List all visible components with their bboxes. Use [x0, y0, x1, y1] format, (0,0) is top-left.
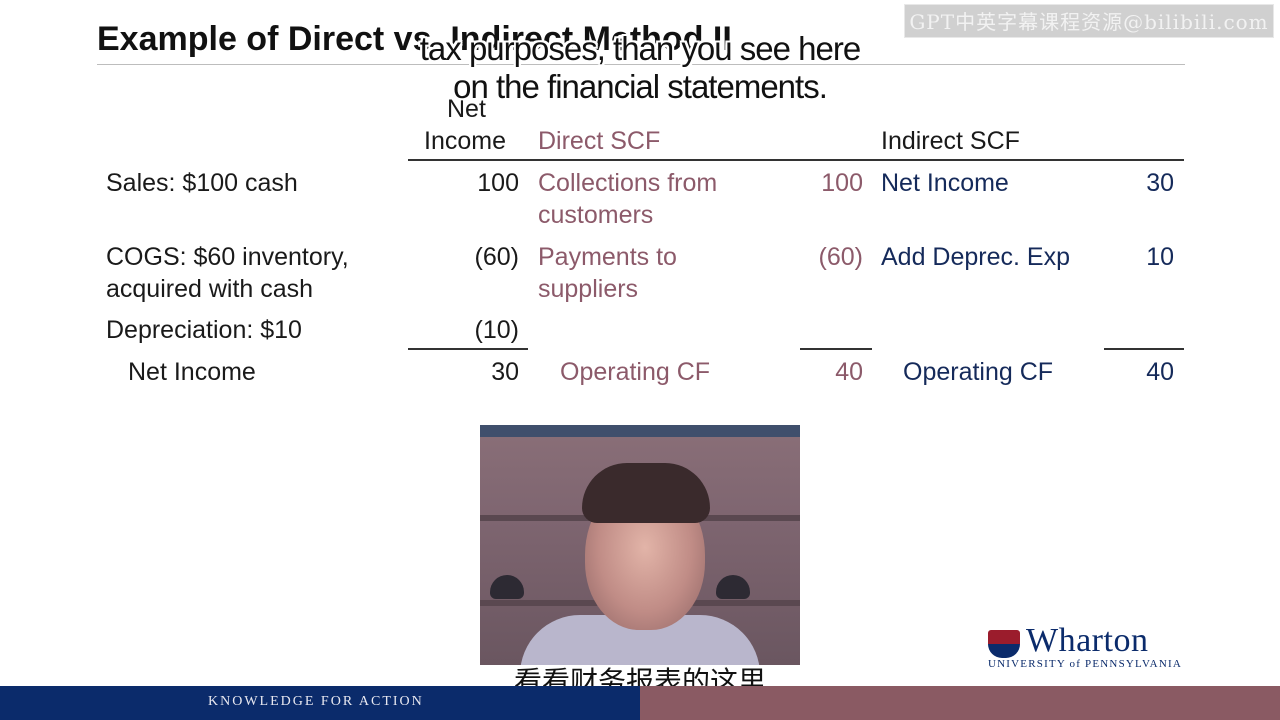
footer-bar-maroon: [640, 686, 1280, 720]
row-indirect-value: 30: [1146, 169, 1174, 197]
logo-subtitle: UNIVERSITY of PENNSYLVANIA: [988, 658, 1182, 670]
bookshelf-top: [480, 425, 800, 437]
title-divider: [97, 64, 1185, 65]
header-net: Net: [447, 95, 486, 123]
row-label: Sales: $100 cash: [106, 169, 298, 197]
row-direct-value: 100: [821, 169, 863, 197]
row-indirect-label: Add Deprec. Exp: [881, 243, 1070, 271]
subtitle-line-1: tax purposes, than you see here: [419, 30, 861, 67]
wharton-logo: Wharton UNIVERSITY of PENNSYLVANIA: [988, 622, 1193, 673]
footer-bar-navy: KNOWLEDGE FOR ACTION: [0, 686, 640, 720]
watermark: GPT中英字幕课程资源@bilibili.com: [904, 4, 1274, 38]
total-label: Net Income: [128, 358, 256, 386]
row-label-cont: acquired with cash: [106, 275, 314, 303]
total-direct-label: Operating CF: [560, 358, 711, 386]
subtitle-line-2: on the financial statements.: [453, 68, 828, 105]
subtotal-rule-net-income: [408, 348, 528, 350]
presenter-hair: [582, 463, 710, 523]
total-indirect-label: Operating CF: [903, 358, 1054, 386]
header-rule: [408, 159, 1184, 161]
total-indirect-value: 40: [1146, 358, 1174, 386]
row-net-income-value: (10): [474, 316, 519, 344]
logo-wordmark: Wharton: [1026, 622, 1149, 659]
helmet-icon: [716, 575, 750, 599]
row-direct-label: Payments to: [538, 243, 677, 271]
total-net-income-value: 30: [491, 358, 519, 386]
row-direct-label-cont: suppliers: [538, 275, 639, 303]
header-direct-scf: Direct SCF: [538, 127, 661, 155]
footer-tagline: KNOWLEDGE FOR ACTION: [208, 694, 424, 709]
shield-icon: [988, 630, 1020, 658]
subtotal-rule-direct: [800, 348, 872, 350]
row-net-income-value: 100: [477, 169, 519, 197]
row-direct-value: (60): [818, 243, 863, 271]
helmet-icon: [490, 575, 524, 599]
header-income: Income: [424, 127, 506, 155]
subtotal-rule-indirect: [1104, 348, 1184, 350]
row-net-income-value: (60): [474, 243, 519, 271]
total-direct-value: 40: [835, 358, 863, 386]
row-indirect-value: 10: [1146, 243, 1174, 271]
presenter-video[interactable]: [480, 425, 800, 665]
row-direct-label: Collections from: [538, 169, 718, 197]
row-direct-label-cont: customers: [538, 201, 654, 229]
row-label: Depreciation: $10: [106, 316, 302, 344]
slide-title: Example of Direct vs. Indirect Method II: [97, 20, 732, 58]
header-indirect-scf: Indirect SCF: [881, 127, 1020, 155]
row-label: COGS: $60 inventory,: [106, 243, 349, 271]
row-indirect-label: Net Income: [881, 169, 1009, 197]
